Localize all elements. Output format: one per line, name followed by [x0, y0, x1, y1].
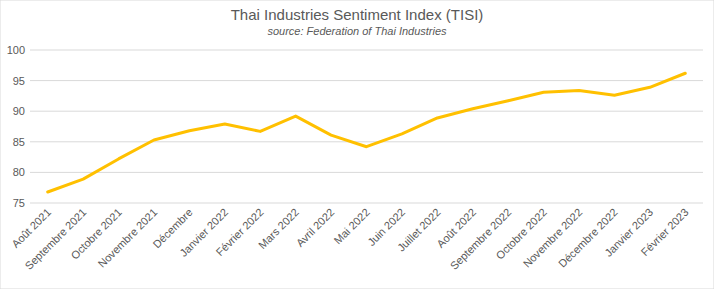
- x-tick-label: Avril 2022: [294, 206, 337, 249]
- y-tick-label: 80: [13, 166, 25, 178]
- x-tick-label: Juillet 2022: [395, 206, 443, 254]
- grid-line: [30, 80, 703, 81]
- line-series: [48, 73, 686, 192]
- grid-line: [30, 111, 703, 112]
- chart-container: Thai Industries Sentiment Index (TISI) so…: [0, 0, 714, 289]
- x-tick-label: Décembre 2022: [556, 206, 620, 270]
- x-tick-label: Février 2022: [213, 206, 265, 258]
- x-tick-label: Septembre 2021: [23, 206, 89, 272]
- background: [0, 0, 714, 289]
- x-tick-label: Février 2023: [639, 206, 691, 258]
- x-tick-label: Mars 2022: [256, 206, 301, 251]
- grid-line: [30, 141, 703, 142]
- plot-area: [48, 73, 686, 192]
- subtitle: source: Federation of Thai Industries: [267, 25, 447, 37]
- y-tick-label: 75: [13, 197, 25, 209]
- y-tick-label: 85: [13, 136, 25, 148]
- x-tick-label: Novembre 2021: [96, 206, 160, 270]
- grid-line: [30, 203, 703, 204]
- chart-svg: Thai Industries Sentiment Index (TISI) so…: [0, 0, 714, 289]
- title: Thai Industries Sentiment Index (TISI): [231, 6, 484, 23]
- y-tick-label: 100: [7, 44, 25, 56]
- y-tick-label: 90: [13, 105, 25, 117]
- grid-line: [30, 50, 703, 51]
- y-tick-label: 95: [13, 75, 25, 87]
- x-tick-label: Novembre 2022: [521, 206, 585, 270]
- x-tick-label: Septembre 2022: [448, 206, 514, 272]
- grid-line: [30, 172, 703, 173]
